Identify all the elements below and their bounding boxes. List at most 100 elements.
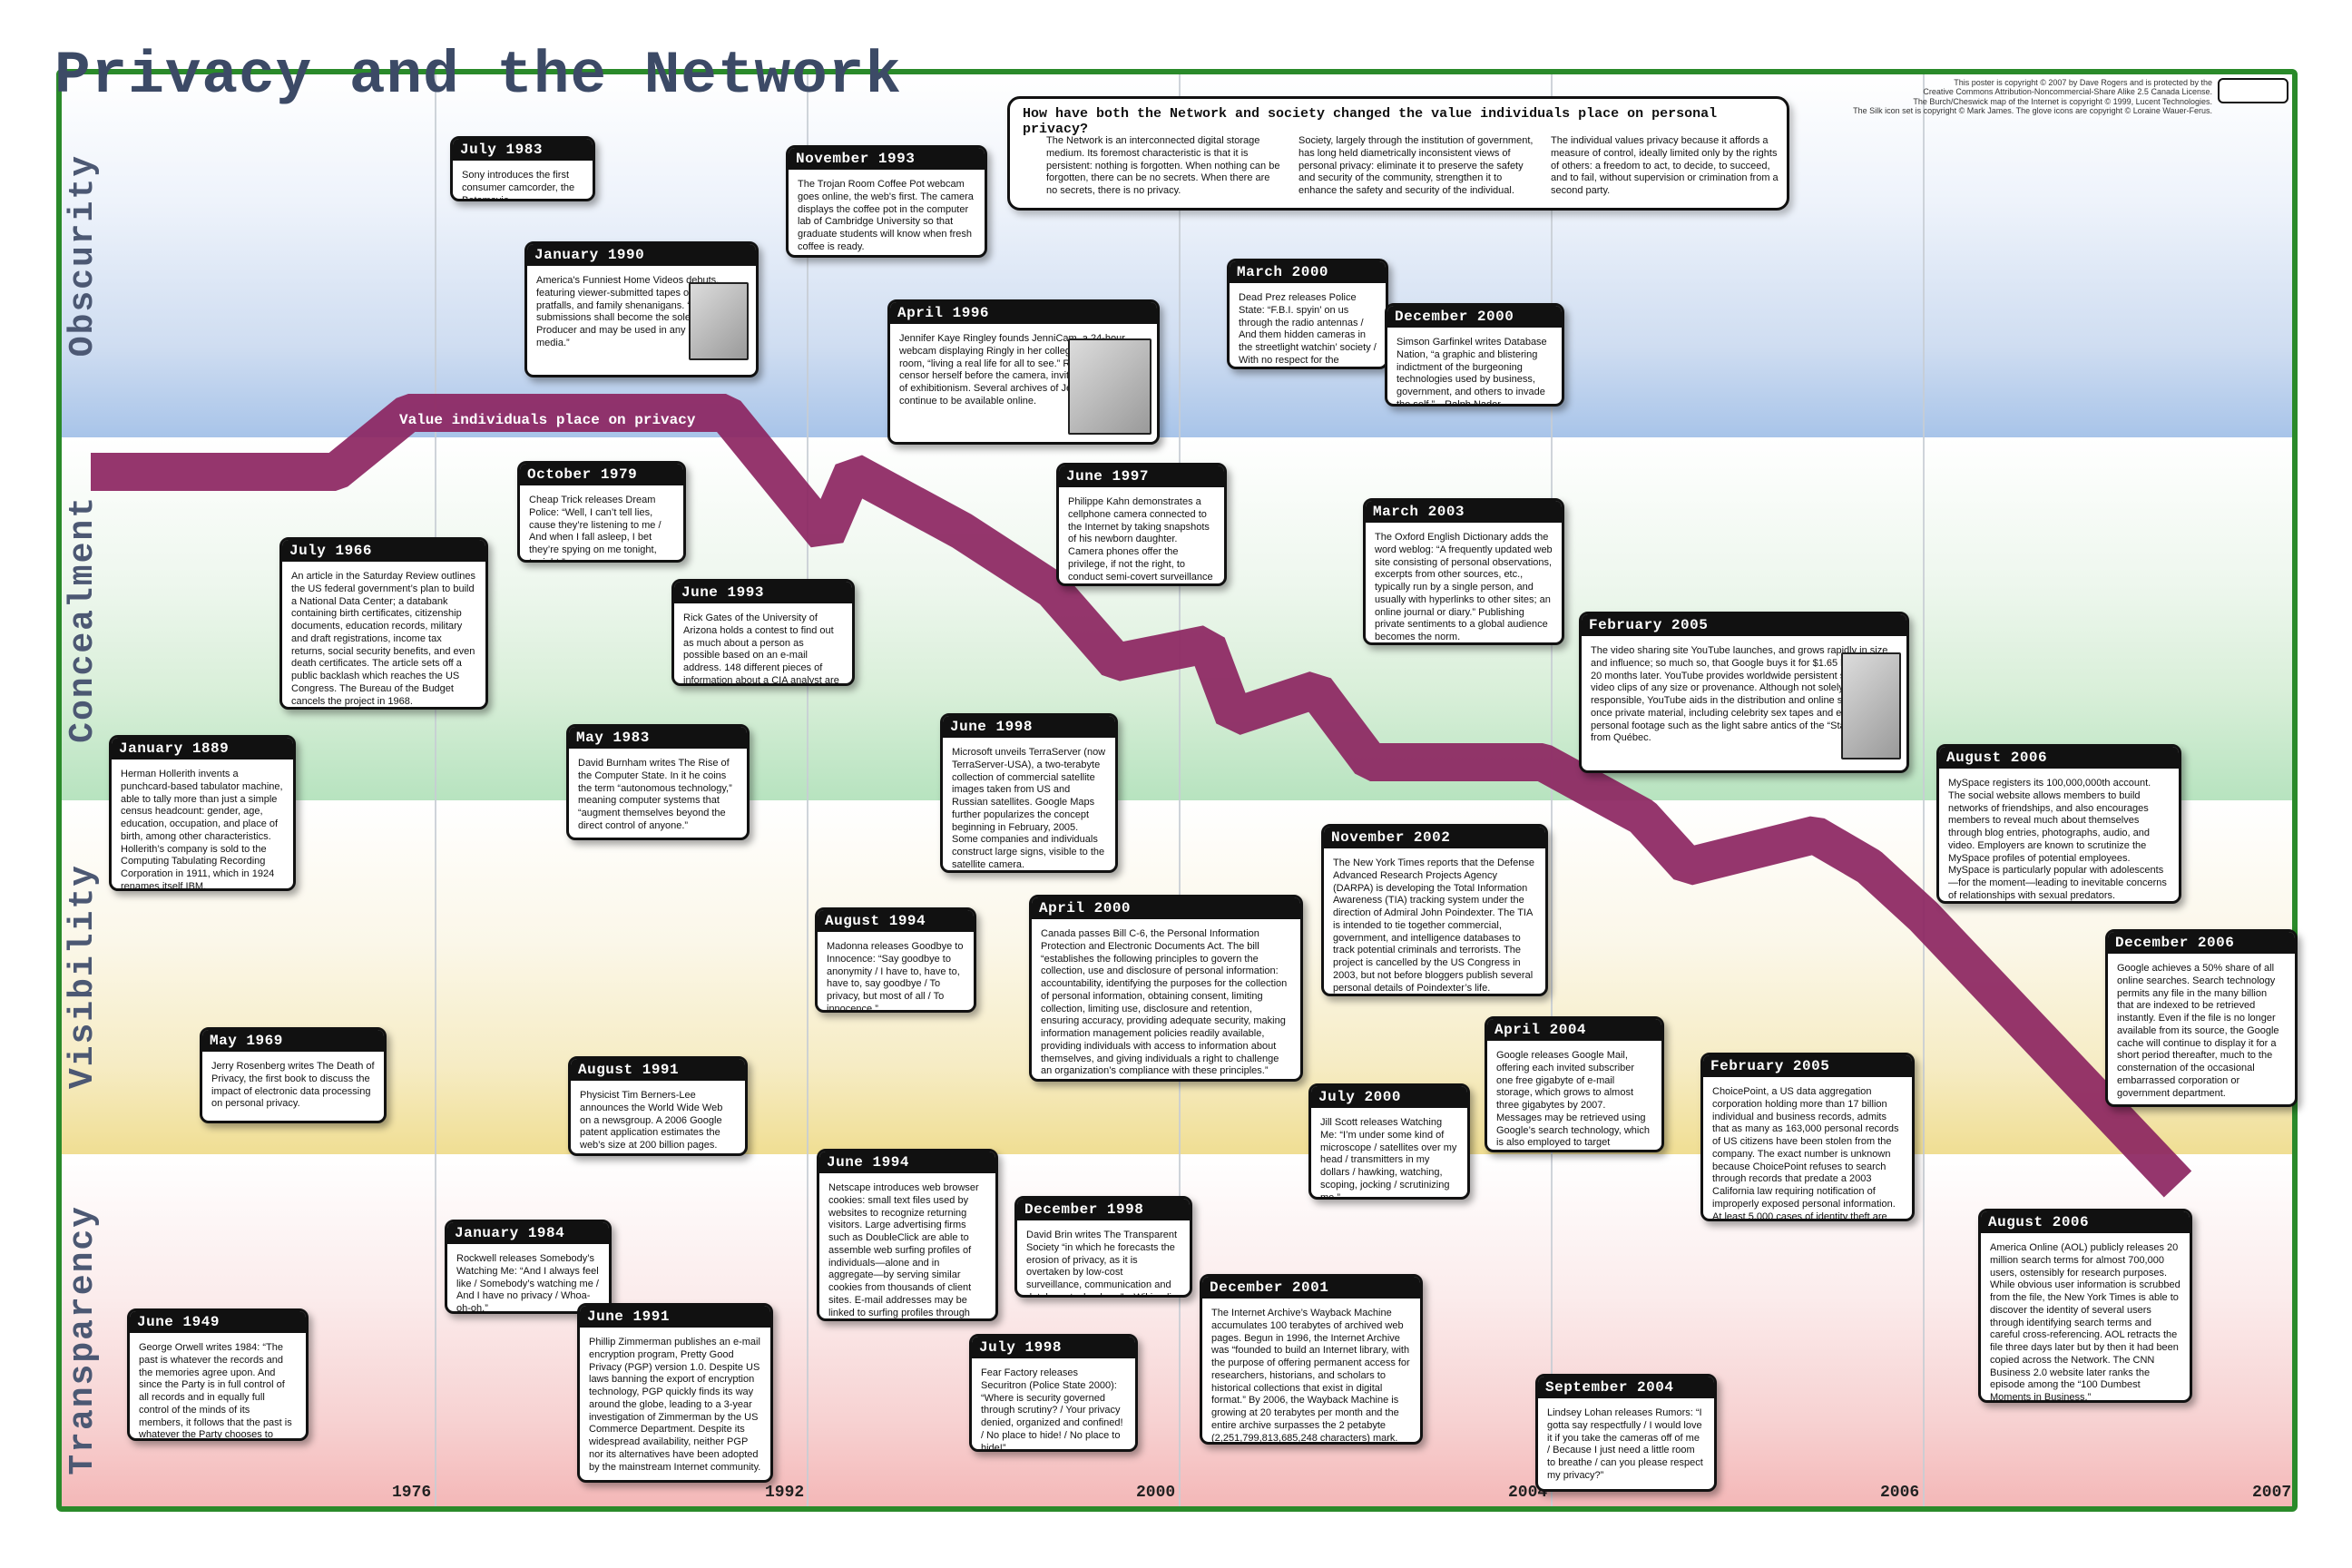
event-date: March 2000 xyxy=(1230,261,1386,283)
event-card-june-1993: June 1993 Rick Gates of the University o… xyxy=(671,579,855,686)
question-box: How have both the Network and society ch… xyxy=(1007,96,1789,211)
event-card-march-2000: March 2000 Dead Prez releases Police Sta… xyxy=(1227,259,1388,369)
event-card-february-2005-choicepoint: February 2005 ChoicePoint, a US data agg… xyxy=(1700,1053,1915,1221)
event-date: December 2001 xyxy=(1202,1277,1420,1298)
event-date: October 1979 xyxy=(520,464,683,485)
event-text: George Orwell writes 1984: “The past is … xyxy=(139,1342,292,1441)
event-text: Cheap Trick releases Dream Police: “Well… xyxy=(529,495,662,563)
event-text: Madonna releases Goodbye to Innocence: “… xyxy=(827,941,964,1013)
year-divider xyxy=(1179,74,1181,1512)
event-text: Philippe Kahn demonstrates a cellphone c… xyxy=(1068,496,1213,583)
event-date: August 2006 xyxy=(1939,747,2179,769)
event-card-june-1997: June 1997 Philippe Kahn demonstrates a c… xyxy=(1056,463,1227,586)
event-text: Rockwell releases Somebody’s Watching Me… xyxy=(456,1253,599,1314)
page-title: Privacy and the Network xyxy=(54,42,902,110)
event-date: May 1969 xyxy=(202,1030,384,1052)
event-text: Google releases Google Mail, offering ea… xyxy=(1496,1050,1650,1149)
event-date: January 1984 xyxy=(447,1222,609,1244)
event-date: December 2006 xyxy=(2108,932,2295,954)
event-text: Canada passes Bill C-6, the Personal Inf… xyxy=(1041,928,1288,1077)
event-card-november-2002: November 2002 The New York Times reports… xyxy=(1321,824,1548,996)
event-card-august-1994: August 1994 Madonna releases Goodbye to … xyxy=(815,907,976,1013)
event-card-july-1966: July 1966 An article in the Saturday Rev… xyxy=(279,537,488,710)
copyright-line: This poster is copyright © 2007 by Dave … xyxy=(1954,78,2212,87)
event-text: David Burnham writes The Rise of the Com… xyxy=(578,758,732,831)
event-card-august-2006-myspace: August 2006 MySpace registers its 100,00… xyxy=(1936,744,2181,904)
creative-commons-badge xyxy=(2218,78,2288,103)
event-date: November 1993 xyxy=(789,148,985,170)
event-date: December 2000 xyxy=(1387,306,1562,328)
event-text: The video sharing site YouTube launches,… xyxy=(1591,645,1896,744)
event-card-december-2006: December 2006 Google achieves a 50% shar… xyxy=(2105,929,2298,1107)
event-date: June 1993 xyxy=(674,582,852,603)
event-date: June 1994 xyxy=(819,1152,995,1173)
event-date: July 1998 xyxy=(972,1337,1135,1358)
event-date: April 2000 xyxy=(1032,897,1300,919)
event-date: March 2003 xyxy=(1366,501,1562,523)
event-card-june-1949: June 1949 George Orwell writes 1984: “Th… xyxy=(127,1308,309,1441)
event-date: September 2004 xyxy=(1538,1377,1714,1398)
event-card-june-1998-terraserver: June 1998 Microsoft unveils TerraServer … xyxy=(940,713,1118,873)
event-date: May 1983 xyxy=(569,727,747,749)
event-date: January 1889 xyxy=(112,738,293,760)
event-date: July 1983 xyxy=(453,139,593,161)
event-card-march-2003: March 2003 The Oxford English Dictionary… xyxy=(1363,498,1564,645)
event-date: August 2006 xyxy=(1981,1211,2190,1233)
event-date: April 2004 xyxy=(1487,1019,1661,1041)
event-text: The New York Times reports that the Defe… xyxy=(1333,858,1534,994)
event-date: July 2000 xyxy=(1311,1086,1467,1108)
photo-thumbnail xyxy=(1841,652,1901,760)
event-text: Phillip Zimmerman publishes an e-mail en… xyxy=(589,1337,761,1473)
year-label-2006: 2006 xyxy=(1880,1484,1920,1502)
event-card-august-2006-aol: August 2006 America Online (AOL) publicl… xyxy=(1978,1209,2192,1403)
event-card-july-1998: July 1998 Fear Factory releases Securitr… xyxy=(969,1334,1138,1452)
question-network: The Network is an interconnected digital… xyxy=(1046,135,1280,196)
year-label-2007: 2007 xyxy=(2252,1484,2292,1502)
event-text: Netscape introduces web browser cookies:… xyxy=(828,1182,979,1318)
event-card-december-1998: December 1998 David Brin writes The Tran… xyxy=(1014,1196,1192,1298)
question-society: Society, largely through the institution… xyxy=(1298,135,1534,196)
event-date: June 1998 xyxy=(943,716,1115,738)
photo-thumbnail xyxy=(1068,338,1152,435)
event-date: June 1991 xyxy=(580,1306,770,1328)
event-text: Physicist Tim Berners-Lee announces the … xyxy=(580,1090,723,1151)
photo-thumbnail xyxy=(689,282,749,360)
event-card-february-2005-youtube: February 2005 The video sharing site You… xyxy=(1579,612,1909,773)
event-date: June 1949 xyxy=(130,1311,306,1333)
poster-frame xyxy=(56,69,2298,1512)
event-card-july-2000: July 2000 Jill Scott releases Watching M… xyxy=(1308,1083,1470,1200)
event-date: November 2002 xyxy=(1324,827,1545,848)
event-text: The Trojan Room Coffee Pot webcam goes o… xyxy=(798,179,974,252)
event-text: Fear Factory releases Securitron (Police… xyxy=(981,1367,1123,1452)
event-date: August 1991 xyxy=(571,1059,745,1081)
event-text: Dead Prez releases Police State: “F.B.I.… xyxy=(1239,292,1377,366)
event-text: The Internet Archive’s Wayback Machine a… xyxy=(1211,1308,1410,1444)
event-card-may-1969: May 1969 Jerry Rosenberg writes The Deat… xyxy=(200,1027,387,1123)
event-text: Rick Gates of the University of Arizona … xyxy=(683,612,839,686)
year-label-1976: 1976 xyxy=(392,1484,432,1502)
event-card-january-1984: January 1984 Rockwell releases Somebody’… xyxy=(445,1220,612,1314)
value-label: Value individuals place on privacy xyxy=(399,412,696,428)
event-text: ChoicePoint, a US data aggregation corpo… xyxy=(1712,1086,1899,1221)
event-date: February 2005 xyxy=(1703,1055,1912,1077)
event-date: April 1996 xyxy=(890,302,1157,324)
event-text: Jerry Rosenberg writes The Death of Priv… xyxy=(211,1061,375,1110)
copyright-line: The Silk icon set is copyright © Mark Ja… xyxy=(1853,106,2212,116)
event-text: David Brin writes The Transparent Societ… xyxy=(1026,1230,1178,1298)
event-date: August 1994 xyxy=(818,910,974,932)
event-card-april-2000: April 2000 Canada passes Bill C-6, the P… xyxy=(1029,895,1303,1082)
event-text: Sony introduces the first consumer camco… xyxy=(462,170,575,201)
event-text: Google achieves a 50% share of all onlin… xyxy=(2117,963,2279,1099)
event-date: February 2005 xyxy=(1582,614,1906,636)
event-card-january-1990: January 1990 America's Funniest Home Vid… xyxy=(524,241,759,377)
event-card-april-1996: April 1996 Jennifer Kaye Ringley founds … xyxy=(887,299,1160,445)
event-card-november-1993: November 1993 The Trojan Room Coffee Pot… xyxy=(786,145,987,258)
event-card-august-1991: August 1991 Physicist Tim Berners-Lee an… xyxy=(568,1056,748,1156)
event-text: Herman Hollerith invents a punchcard-bas… xyxy=(121,769,283,891)
event-text: An article in the Saturday Review outlin… xyxy=(291,571,475,707)
copyright-line: The Burch/Cheswick map of the Internet i… xyxy=(1913,96,2212,106)
year-divider xyxy=(1923,74,1925,1512)
event-text: Microsoft unveils TerraServer (now Terra… xyxy=(952,747,1106,870)
event-date: December 1998 xyxy=(1017,1199,1190,1220)
event-card-october-1979: October 1979 Cheap Trick releases Dream … xyxy=(517,461,686,563)
